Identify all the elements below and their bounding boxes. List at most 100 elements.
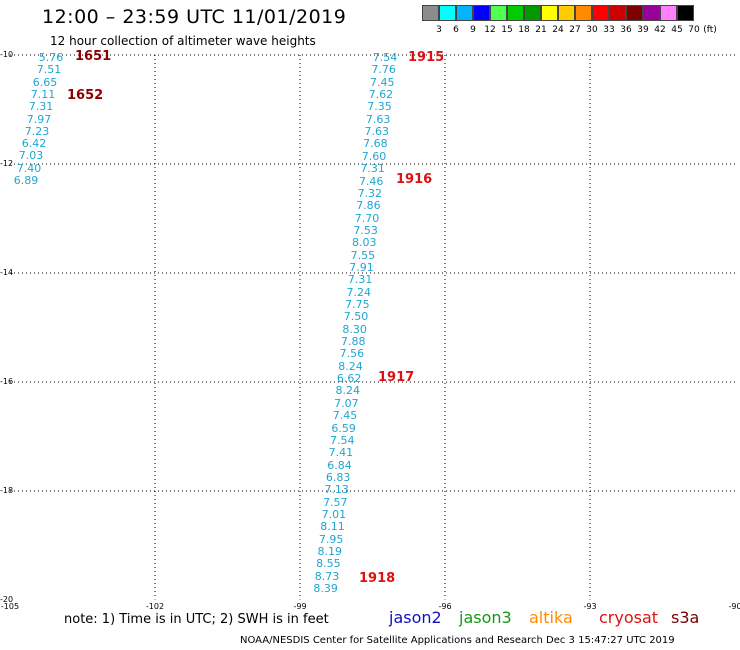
longitude-label: -90 bbox=[728, 602, 740, 611]
latitude-label: -16 bbox=[0, 377, 14, 386]
scale-label: 24 bbox=[552, 25, 564, 35]
wave-height-value: 7.46 bbox=[358, 174, 384, 188]
pass-time-label: 1915 bbox=[408, 50, 445, 65]
scale-swatch bbox=[677, 5, 694, 21]
pass-time-label: 1917 bbox=[378, 370, 415, 385]
wave-height-value: 7.91 bbox=[349, 260, 374, 274]
wave-height-value: 7.55 bbox=[350, 248, 376, 262]
wave-height-value: 7.45 bbox=[332, 409, 358, 423]
pass-time-label: 1651 bbox=[75, 49, 112, 64]
wave-height-value: 7.63 bbox=[364, 125, 389, 139]
scale-unit: (ft) bbox=[703, 25, 717, 35]
pass-time-label: 1916 bbox=[396, 172, 433, 187]
scale-label: 15 bbox=[501, 25, 513, 35]
scale-label: 9 bbox=[470, 25, 476, 35]
longitude-label: -105 bbox=[0, 602, 20, 611]
wave-height-value: 7.54 bbox=[329, 433, 355, 447]
wave-height-value: 7.32 bbox=[357, 186, 383, 200]
latitude-label: -10 bbox=[0, 50, 14, 59]
latitude-label: -20 bbox=[0, 595, 14, 604]
scale-label: 6 bbox=[453, 25, 459, 35]
scale-label: 21 bbox=[535, 25, 547, 35]
wave-height-value: 7.07 bbox=[334, 396, 359, 410]
scale-swatch bbox=[507, 5, 524, 21]
scale-label: 36 bbox=[620, 25, 632, 35]
scale-swatch bbox=[609, 5, 626, 21]
pass-time-label: 1918 bbox=[359, 571, 396, 586]
scale-swatch bbox=[473, 5, 490, 21]
wave-height-value: 8.03 bbox=[352, 236, 377, 250]
scale-label: 18 bbox=[518, 25, 530, 35]
wave-height-value: 7.75 bbox=[345, 298, 370, 311]
wave-height-value: 8.73 bbox=[314, 569, 340, 583]
wave-height-value: 7.01 bbox=[321, 507, 347, 521]
wave-height-value: 8.11 bbox=[320, 520, 345, 534]
wave-height-value: 5.76 bbox=[38, 51, 64, 64]
scale-label: 45 bbox=[671, 25, 683, 35]
wave-height-value: 8.24 bbox=[335, 384, 360, 398]
scale-swatch bbox=[524, 5, 541, 21]
wave-height-value: 7.50 bbox=[343, 310, 369, 324]
scale-swatch bbox=[439, 5, 456, 21]
wave-height-value: 7.11 bbox=[30, 87, 56, 101]
scale-label: 70 bbox=[688, 25, 700, 35]
wave-height-value: 8.39 bbox=[313, 582, 338, 596]
pass-time-label: 1652 bbox=[67, 88, 104, 103]
wave-height-value: 7.56 bbox=[339, 347, 365, 361]
wave-height-value: 7.45 bbox=[369, 75, 395, 89]
wave-height-value: 6.42 bbox=[21, 137, 47, 151]
wave-height-value: 7.70 bbox=[354, 211, 380, 225]
longitude-label: -93 bbox=[583, 602, 597, 611]
wave-height-value: 7.23 bbox=[24, 124, 50, 138]
footer-credit: NOAA/NESDIS Center for Satellite Applica… bbox=[240, 635, 675, 646]
scale-swatch bbox=[558, 5, 575, 21]
wave-height-value: 7.57 bbox=[323, 495, 348, 509]
wave-height-value: 7.68 bbox=[363, 137, 388, 151]
satellite-legend-s3a: s3a bbox=[671, 608, 700, 627]
wave-height-value: 7.62 bbox=[368, 88, 394, 102]
wave-height-value: 7.24 bbox=[346, 285, 372, 299]
scale-label: 3 bbox=[436, 25, 442, 35]
wave-height-value: 7.40 bbox=[16, 161, 42, 175]
latitude-label: -12 bbox=[0, 159, 14, 168]
longitude-label: -102 bbox=[145, 602, 165, 611]
wave-height-value: 8.19 bbox=[317, 545, 343, 558]
scale-swatch bbox=[660, 5, 677, 21]
latitude-label: -18 bbox=[0, 486, 14, 495]
scale-label: 42 bbox=[654, 25, 666, 35]
wave-height-value: 6.62 bbox=[336, 372, 362, 386]
latitude-label: -14 bbox=[0, 268, 14, 277]
wave-height-value: 8.30 bbox=[342, 322, 367, 336]
wave-height-value: 7.31 bbox=[347, 273, 373, 287]
wave-height-value: 7.97 bbox=[26, 112, 52, 126]
wave-height-value: 6.84 bbox=[327, 458, 352, 472]
wave-height-value: 6.89 bbox=[13, 174, 39, 187]
wave-height-value: 6.83 bbox=[325, 470, 351, 484]
scale-label: 39 bbox=[637, 25, 649, 35]
footer-note: note: 1) Time is in UTC; 2) SWH is in fe… bbox=[64, 612, 329, 627]
scale-swatch bbox=[592, 5, 609, 21]
wave-height-value: 7.76 bbox=[371, 63, 396, 77]
satellite-legend-jason3: jason3 bbox=[459, 608, 512, 627]
wave-height-value: 7.88 bbox=[341, 335, 366, 349]
wave-height-value: 7.31 bbox=[360, 162, 385, 176]
scale-swatch bbox=[490, 5, 507, 21]
scale-label: 30 bbox=[586, 25, 598, 35]
wave-height-value: 8.55 bbox=[316, 557, 341, 571]
wave-height-value: 7.95 bbox=[318, 532, 344, 546]
longitude-label: -99 bbox=[293, 602, 307, 611]
map-title: 12:00 – 23:59 UTC 11/01/2019 bbox=[42, 6, 347, 28]
scale-label: 27 bbox=[569, 25, 581, 35]
longitude-label: -96 bbox=[438, 602, 452, 611]
wave-height-value: 7.13 bbox=[324, 483, 349, 497]
scale-swatch bbox=[541, 5, 558, 21]
map-subtitle: 12 hour collection of altimeter wave hei… bbox=[50, 34, 316, 48]
wave-height-value: 6.65 bbox=[32, 75, 58, 89]
scale-label: 12 bbox=[484, 25, 496, 35]
wave-height-value: 7.35 bbox=[367, 100, 392, 114]
satellite-legend-cryosat: cryosat bbox=[599, 608, 659, 627]
satellite-legend-jason2: jason2 bbox=[389, 608, 442, 627]
scale-swatch bbox=[643, 5, 660, 21]
wave-height-value: 7.51 bbox=[36, 63, 62, 77]
wave-height-value: 7.60 bbox=[361, 149, 387, 163]
